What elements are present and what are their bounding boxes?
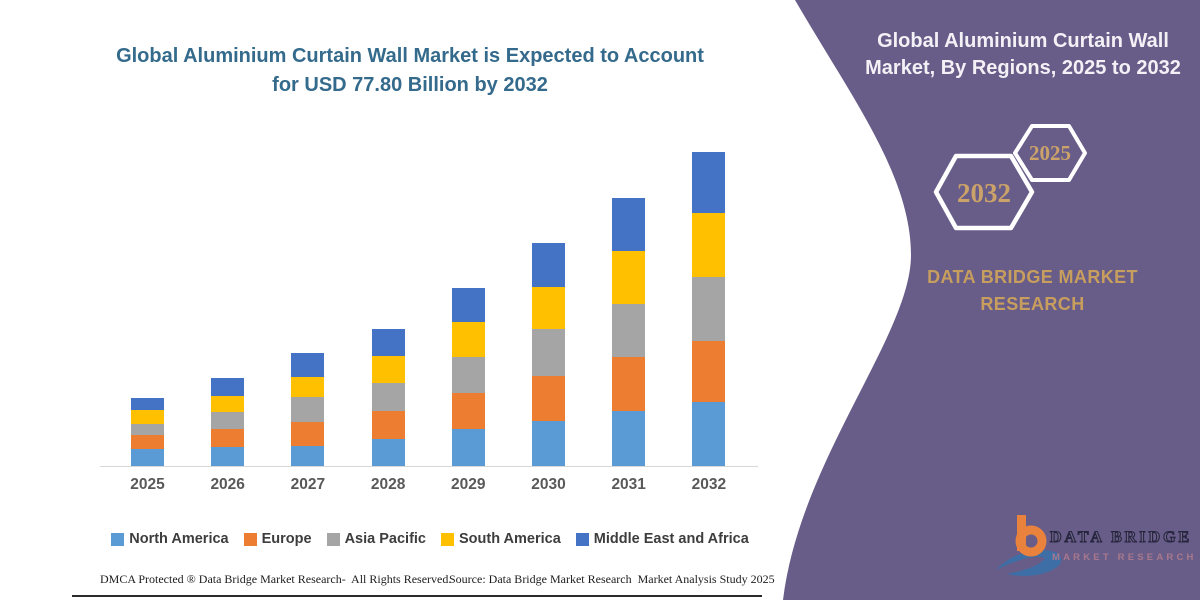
plot-area [100, 140, 758, 467]
bar-segment [692, 401, 726, 466]
bar-segment [692, 212, 726, 277]
stacked-bar-2029 [451, 287, 485, 466]
bar-segment [371, 329, 405, 357]
bottom-divider-line [72, 595, 762, 597]
purple-curve-shape [783, 0, 1200, 600]
bar-segment [131, 435, 164, 449]
bar-segment [131, 423, 164, 436]
bar-segment [211, 377, 245, 396]
x-axis-label-2029: 2029 [451, 476, 486, 493]
bar-segment [532, 375, 565, 422]
bar-segment [291, 376, 325, 398]
bar-segment [532, 242, 565, 287]
legend-swatch-icon [326, 532, 340, 546]
legend-label: North America [129, 531, 229, 547]
legend-item: Middle East and Africa [575, 531, 749, 547]
stacked-bar-2032 [692, 152, 726, 466]
logo-b-bowl [1015, 525, 1047, 557]
logo-tagline-text: MARKET RESEARCH [1052, 552, 1197, 563]
bar-segment [371, 383, 405, 411]
bar-segment [692, 276, 726, 341]
x-axis-line [100, 466, 758, 467]
bar-segment [612, 356, 646, 412]
brand-wordmark-line2: RESEARCH [980, 294, 1085, 314]
bar-segment [612, 197, 646, 251]
bar-segment [211, 447, 245, 466]
stacked-bar-2030 [532, 242, 565, 466]
hexagon-2032-label: 2032 [957, 178, 1011, 208]
x-axis-labels: 2025 2026 2027 2028 2029 2030 2031 2032 [100, 476, 758, 498]
x-axis-label-2028: 2028 [370, 476, 406, 493]
legend-item: Europe [243, 531, 312, 547]
bar-segment [371, 356, 405, 384]
bar-segment [131, 410, 164, 424]
stacked-bar-2026 [211, 377, 245, 466]
logo-blue-swoosh [996, 550, 1062, 576]
bar-segment [291, 422, 325, 446]
x-axis-label-2027: 2027 [290, 476, 326, 493]
legend-label: Middle East and Africa [593, 531, 749, 547]
legend-label: South America [459, 531, 561, 547]
legend-swatch-icon [575, 532, 589, 546]
legend-label: Asia Pacific [344, 531, 426, 547]
bar-segment [692, 340, 726, 402]
x-axis-label-2026: 2026 [210, 476, 245, 493]
x-axis-label-2031: 2031 [611, 476, 646, 493]
chart-legend: North America Europe Asia Pacific South Ame… [85, 531, 775, 547]
brand-wordmark-line1: DATA BRIDGE MARKET [927, 267, 1138, 287]
bar-segment [291, 445, 325, 466]
hexagon-2025-outline [1013, 124, 1087, 182]
chart-title: Global Aluminium Curtain Wall Market is … [60, 42, 760, 100]
brand-wordmark: DATA BRIDGE MARKET RESEARCH [870, 264, 1195, 318]
bar-segment [211, 395, 245, 412]
bar-segment [211, 411, 245, 429]
bar-segment [131, 397, 164, 411]
bar-segment [451, 287, 485, 323]
legend-item: North America [111, 531, 229, 547]
bar-segment [532, 328, 565, 376]
stacked-bar-2025 [131, 397, 164, 466]
bar-segment [612, 250, 646, 305]
bar-segment [371, 410, 405, 439]
bar-segment [371, 438, 405, 466]
chart-title-line2: for USD 77.80 Billion by 2032 [272, 74, 548, 96]
right-panel-title: Global Aluminium Curtain Wall Market, By… [853, 28, 1193, 82]
dmca-footer-text: DMCA Protected ® Data Bridge Market Rese… [100, 572, 452, 586]
right-panel-title-line1: Global Aluminium Curtain Wall [877, 30, 1169, 52]
bar-segment [291, 353, 325, 377]
hexagon-2025-label: 2025 [1029, 141, 1071, 165]
bar-segment [692, 152, 726, 213]
bar-segment [612, 411, 646, 466]
legend-item: Asia Pacific [326, 531, 426, 547]
legend-swatch-icon [243, 532, 257, 546]
stacked-bar-2027 [291, 353, 325, 466]
bar-segment [532, 286, 565, 329]
bar-segment [612, 304, 646, 357]
bar-segment [532, 421, 565, 466]
bar-segment [451, 429, 485, 466]
bar-segment [451, 356, 485, 393]
x-axis-label-2030: 2030 [531, 476, 566, 493]
legend-label: Europe [261, 531, 312, 547]
chart-title-line1: Global Aluminium Curtain Wall Market is … [116, 45, 704, 67]
stacked-bar-2031 [612, 197, 646, 466]
bar-segment [291, 397, 325, 423]
stacked-bar-2028 [371, 329, 405, 466]
legend-swatch-icon [111, 532, 125, 546]
bar-segment [451, 322, 485, 357]
bar-segment [131, 448, 164, 466]
right-panel-title-line2: Market, By Regions, 2025 to 2032 [865, 57, 1181, 79]
legend-item: South America [441, 531, 561, 547]
source-footer-text: Source: Data Bridge Market Research Mark… [449, 572, 775, 586]
logo-name-text: DATA BRIDGE [1049, 528, 1193, 546]
bar-segment [451, 392, 485, 430]
x-axis-label-2025: 2025 [130, 476, 165, 493]
legend-swatch-icon [441, 532, 454, 546]
hexagon-2032-outline [933, 153, 1035, 231]
data-bridge-logo-icon [996, 515, 1062, 576]
bar-segment [211, 428, 245, 447]
x-axis-label-2032: 2032 [691, 476, 727, 493]
